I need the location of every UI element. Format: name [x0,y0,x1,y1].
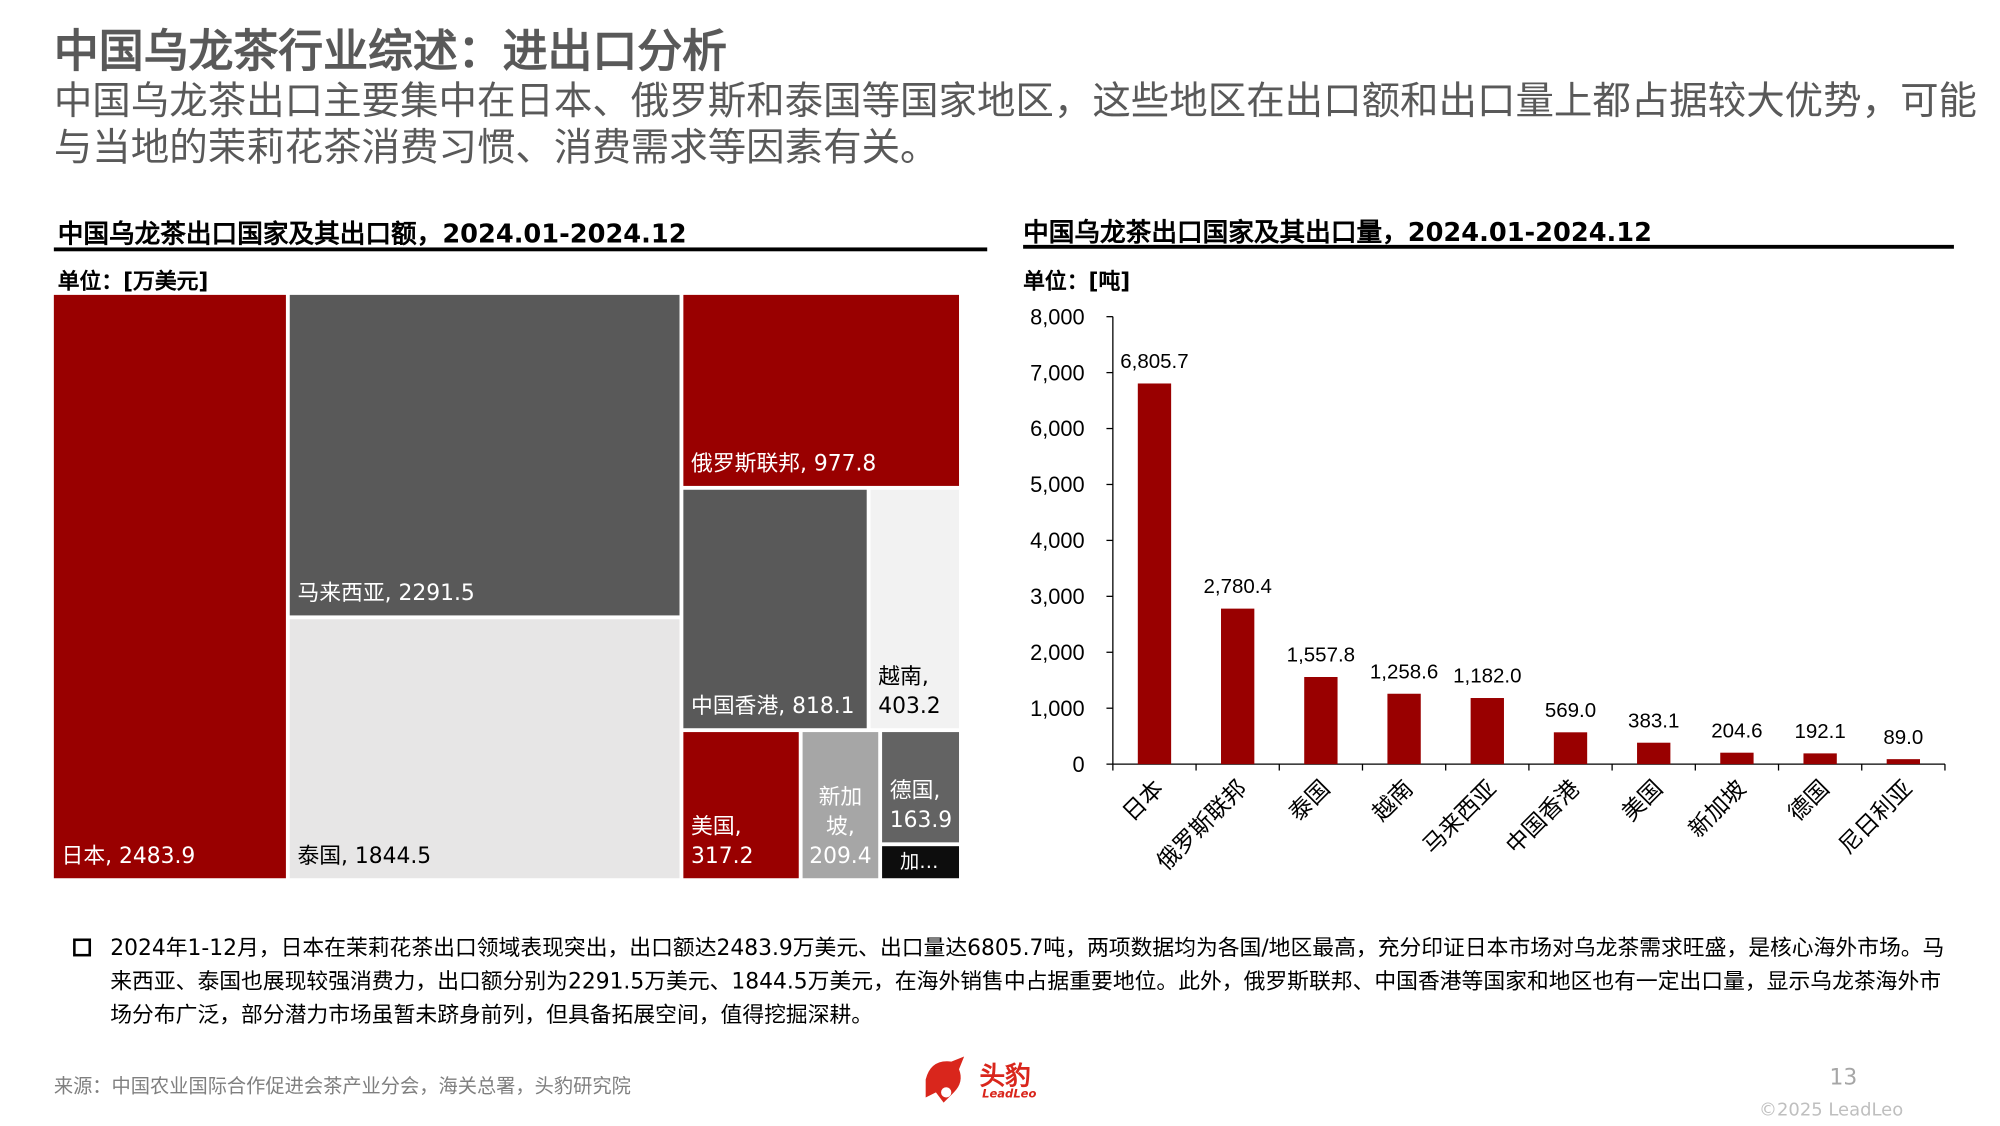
treemap-title: 中国乌龙茶出口国家及其出口额，2024.01-2024.12 [57,217,687,249]
category-label: 俄罗斯联邦 [1152,776,1252,876]
logo-subtext: LeadLeo [982,1088,1037,1102]
treemap-label: 马来西亚, 2291.5 [297,580,475,607]
category-label: 日本 [1118,776,1169,827]
y-tick-label: 1,000 [1030,696,1085,721]
category-label: 德国 [1784,776,1835,827]
data-label: 6,805.7 [1120,350,1188,373]
bar [1803,753,1837,765]
treemap-label: 泰国, 1844.5 [297,843,432,870]
y-tick-label: 6,000 [1030,416,1085,441]
bar [1387,693,1421,765]
bar-chart-unit: 单位：[吨] [1023,269,1131,295]
treemap-label: 加… [900,850,939,874]
treemap-cell: 中国香港, 818.1 [683,489,867,729]
data-label: 204.6 [1711,719,1762,742]
bar [1886,759,1921,765]
treemap-cell: 德国, 163.9 [882,732,960,843]
bar [1304,677,1338,765]
notes-text: 2024年1-12月，日本在茉莉花茶出口领域表现突出，出口额达2483.9万美元… [110,935,1945,1029]
data-label: 1,182.0 [1453,665,1521,688]
bar [1553,732,1588,765]
treemap-cell: 加… [882,846,960,879]
bar-chart-title-rule [1023,244,1954,249]
y-tick-label: 4,000 [1030,528,1085,553]
category-label: 泰国 [1284,776,1335,827]
data-label: 192.1 [1794,720,1845,743]
copyright: ©2025 LeadLeo [1759,1100,1904,1121]
category-label: 马来西亚 [1418,776,1502,860]
y-tick-label: 5,000 [1030,472,1085,497]
bar [1137,383,1172,765]
bar-chart-title: 中国乌龙茶出口国家及其出口量，2024.01-2024.12 [1023,216,1652,248]
y-tick-label: 3,000 [1030,584,1085,609]
category-label: 美国 [1617,776,1668,827]
treemap-label: 德国, 163.9 [889,778,953,834]
leopard-logo-icon [925,1056,965,1103]
treemap-label: 越南, 403.2 [878,664,941,720]
source-text: 来源：中国农业国际合作促进会茶产业分会，海关总署，头豹研究院 [53,1074,631,1098]
data-label: 2,780.4 [1203,575,1271,598]
category-label: 尼日利亚 [1834,776,1918,860]
treemap-label: 中国香港, 818.1 [691,693,855,720]
bar [1637,742,1671,765]
y-tick-label: 7,000 [1030,360,1085,385]
data-label: 89.0 [1883,726,1923,749]
treemap-cell: 泰国, 1844.5 [289,619,680,879]
treemap-label: 美国, 317.2 [691,814,754,870]
y-tick-label: 0 [1073,752,1085,777]
treemap-title-rule [53,247,988,252]
page-number: 13 [1829,1065,1858,1092]
bar [1221,608,1255,765]
treemap-cell: 马来西亚, 2291.5 [289,294,680,616]
treemap-cell: 新加坡, 209.4 [802,732,879,879]
y-tick-label: 2,000 [1030,640,1085,665]
bullet-icon [73,938,92,957]
logo-text: 头豹 [979,1060,1031,1092]
treemap-label: 日本, 2483.9 [61,843,196,870]
category-label: 新加坡 [1684,776,1751,843]
data-label: 1,258.6 [1370,660,1438,683]
page-title: 中国乌龙茶行业综述：进出口分析 [53,26,727,79]
treemap-cell: 俄罗斯联邦, 977.8 [683,294,960,486]
leadleo-logo: 头豹 LeadLeo [918,1054,1046,1108]
treemap-unit: 单位：[万美元] [57,269,209,295]
treemap-cell: 日本, 2483.9 [53,294,286,879]
bar [1720,752,1754,765]
data-label: 569.0 [1545,699,1596,722]
y-tick-label: 8,000 [1030,304,1085,329]
category-label: 中国香港 [1501,776,1585,860]
bar [1470,698,1504,765]
data-label: 1,557.8 [1287,644,1355,667]
treemap-label: 新加坡, 209.4 [809,784,872,870]
treemap-label: 俄罗斯联邦, 977.8 [691,451,877,477]
category-label: 越南 [1368,776,1419,827]
treemap-cell: 越南, 403.2 [870,489,960,729]
treemap-cell: 美国, 317.2 [683,732,799,879]
data-label: 383.1 [1628,709,1679,732]
page-subtitle: 中国乌龙茶出口主要集中在日本、俄罗斯和泰国等国家地区，这些地区在出口额和出口量上… [53,79,1977,171]
